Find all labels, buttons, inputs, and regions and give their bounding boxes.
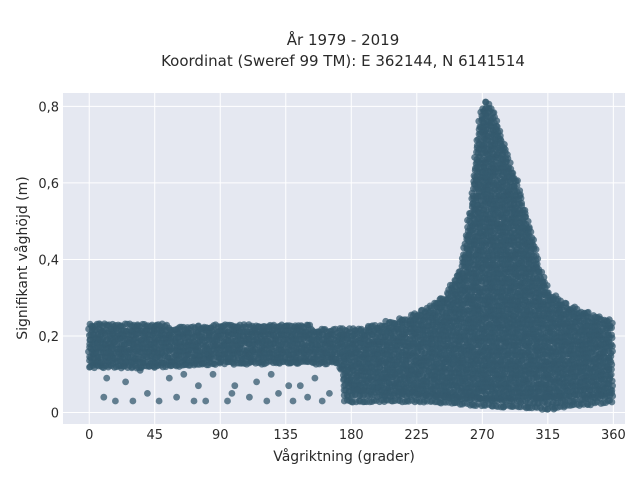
data-point <box>530 237 537 244</box>
data-point <box>533 246 540 253</box>
data-point <box>526 225 533 232</box>
data-point <box>507 159 514 166</box>
data-point <box>563 300 570 307</box>
chart-title-line-1: År 1979 - 2019 <box>287 30 400 49</box>
data-point <box>525 218 532 225</box>
data-point <box>496 128 503 135</box>
chart-title-line-2: Koordinat (Sweref 99 TM): E 362144, N 61… <box>161 52 525 70</box>
data-point <box>517 191 524 198</box>
data-point <box>514 177 521 184</box>
data-point <box>522 207 529 214</box>
data-point <box>491 109 498 116</box>
data-point <box>544 282 551 289</box>
data-point <box>504 151 511 158</box>
data-point <box>534 255 541 262</box>
